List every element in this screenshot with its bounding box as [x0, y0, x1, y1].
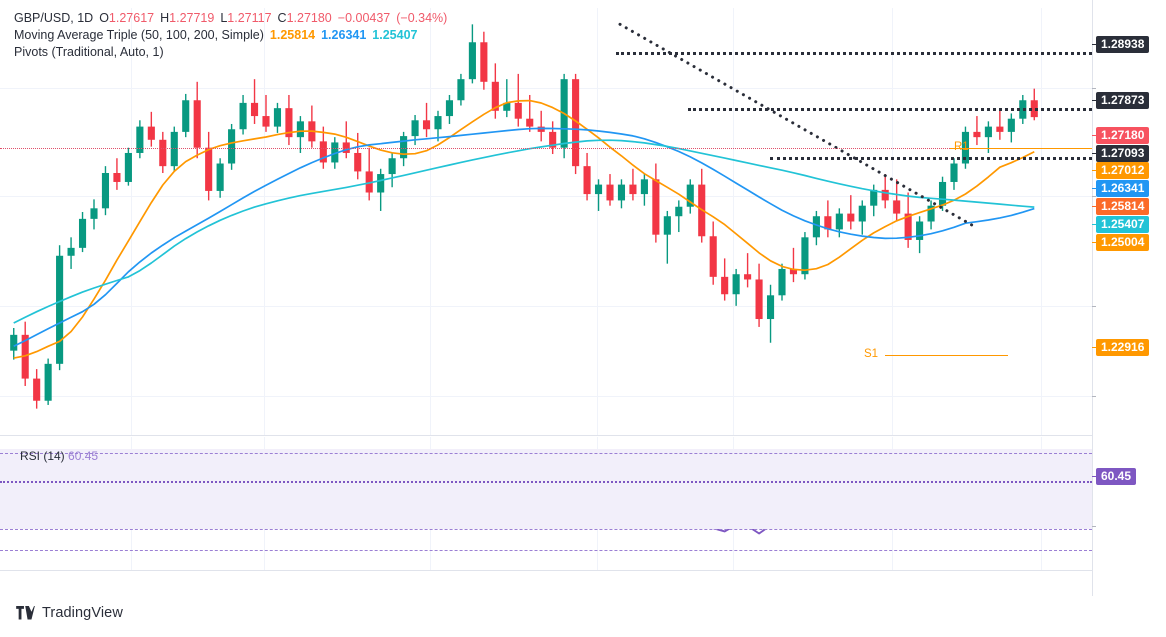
- price-badge[interactable]: 1.25407: [1096, 216, 1150, 233]
- gridline-vertical: [1041, 8, 1042, 435]
- gridline-vertical: [597, 8, 598, 435]
- gridline-horizontal: [0, 396, 1092, 397]
- pivot-label-r1: R1: [954, 141, 969, 153]
- gridline-vertical: [131, 8, 132, 435]
- rsi-badge-tick: [1092, 476, 1096, 477]
- gridline-vertical: [892, 8, 893, 435]
- gridline-vertical: [430, 8, 431, 435]
- gridline-horizontal: [0, 88, 1092, 89]
- price-axis-tick-mark: [1092, 306, 1096, 307]
- gridline-horizontal: [0, 306, 1092, 307]
- pane-separator-bottom: [0, 570, 1092, 571]
- pivot-label-s1: S1: [864, 348, 879, 360]
- price-axis[interactable]: [1092, 0, 1166, 596]
- price-badge-tick: [1092, 347, 1096, 348]
- price-badge-tick: [1092, 153, 1096, 154]
- rsi-overbought-line: [0, 453, 1092, 454]
- price-badge[interactable]: 1.27180: [1096, 127, 1150, 144]
- current-price-line: [0, 148, 1092, 149]
- price-axis-tick-mark: [1092, 196, 1096, 197]
- rsi-oversold-line: [0, 529, 1092, 530]
- price-badge-tick: [1092, 44, 1096, 45]
- level-line-1-27093: [770, 157, 1092, 160]
- price-badge[interactable]: 1.27012: [1096, 162, 1150, 179]
- gridline-vertical: [733, 8, 734, 435]
- price-axis-tick-mark: [1092, 88, 1096, 89]
- gridline-vertical: [264, 8, 265, 435]
- price-badge[interactable]: 1.27873: [1096, 92, 1150, 109]
- time-axis[interactable]: [0, 570, 1166, 596]
- gridline-horizontal: [0, 196, 1092, 197]
- rsi-pane[interactable]: [0, 437, 1092, 570]
- price-badge-tick: [1092, 170, 1096, 171]
- rsi-axis-tick-mark: [1092, 526, 1096, 527]
- price-badge[interactable]: 1.22916: [1096, 339, 1150, 356]
- pivot-line-s1: [885, 355, 1008, 356]
- pane-separator[interactable]: [0, 435, 1092, 436]
- price-badge-tick: [1092, 135, 1096, 136]
- rsi-lower-line: [0, 550, 1092, 551]
- rsi-badge[interactable]: 60.45: [1096, 468, 1137, 485]
- price-badge-tick: [1092, 206, 1096, 207]
- tradingview-watermark[interactable]: TradingView: [16, 605, 123, 621]
- rsi-value-line: [0, 481, 1092, 483]
- candlestick-series: [10, 22, 1038, 409]
- price-badge-tick: [1092, 100, 1096, 101]
- tradingview-brand-text: TradingView: [42, 605, 123, 621]
- price-badge[interactable]: 1.28938: [1096, 36, 1150, 53]
- price-badge[interactable]: 1.25814: [1096, 198, 1150, 215]
- rsi-shaded-band: [0, 449, 1092, 529]
- price-badge-tick: [1092, 224, 1096, 225]
- price-badge-tick: [1092, 242, 1096, 243]
- level-line-1-27873: [688, 108, 1092, 111]
- price-badge-tick: [1092, 188, 1096, 189]
- level-line-1-28938: [616, 52, 1092, 55]
- price-pane[interactable]: [0, 8, 1092, 435]
- price-badge[interactable]: 1.25004: [1096, 234, 1150, 251]
- price-badge[interactable]: 1.27093: [1096, 145, 1150, 162]
- tradingview-logo-icon: [16, 606, 35, 620]
- price-badge[interactable]: 1.26341: [1096, 180, 1150, 197]
- price-axis-tick-mark: [1092, 396, 1096, 397]
- pivot-line-r1: [950, 148, 1092, 149]
